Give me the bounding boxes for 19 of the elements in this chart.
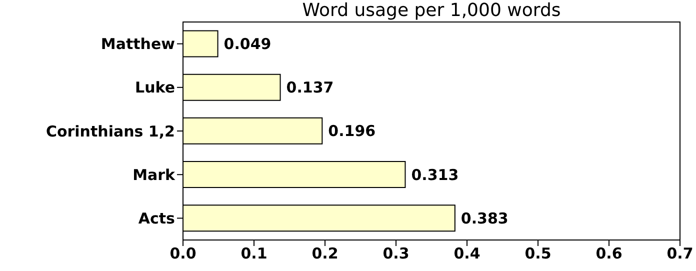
data-label: 0.383 <box>460 209 508 228</box>
x-tick-label: 0.2 <box>312 244 338 263</box>
x-tick-label: 0.0 <box>170 244 196 263</box>
x-tick-label: 0.5 <box>524 244 552 263</box>
x-tick-label: 0.7 <box>666 244 694 263</box>
y-tick-label: Mark <box>132 166 176 184</box>
y-tick-label: Luke <box>135 78 175 97</box>
x-tick-label: 0.1 <box>240 244 268 263</box>
data-label: 0.049 <box>224 35 272 54</box>
data-label: 0.313 <box>411 166 459 184</box>
data-label: 0.196 <box>328 122 376 140</box>
chart-title: Word usage per 1,000 words <box>301 0 562 22</box>
y-tick-label: Matthew <box>100 35 176 54</box>
x-tick-label: 0.6 <box>596 244 622 263</box>
x-tick-label: 0.3 <box>382 244 410 263</box>
x-tick-label: 0.4 <box>454 244 480 263</box>
data-label: 0.137 <box>286 78 334 97</box>
y-tick-label: Acts <box>138 210 176 228</box>
y-tick-label: Corinthians 1,2 <box>46 122 175 140</box>
